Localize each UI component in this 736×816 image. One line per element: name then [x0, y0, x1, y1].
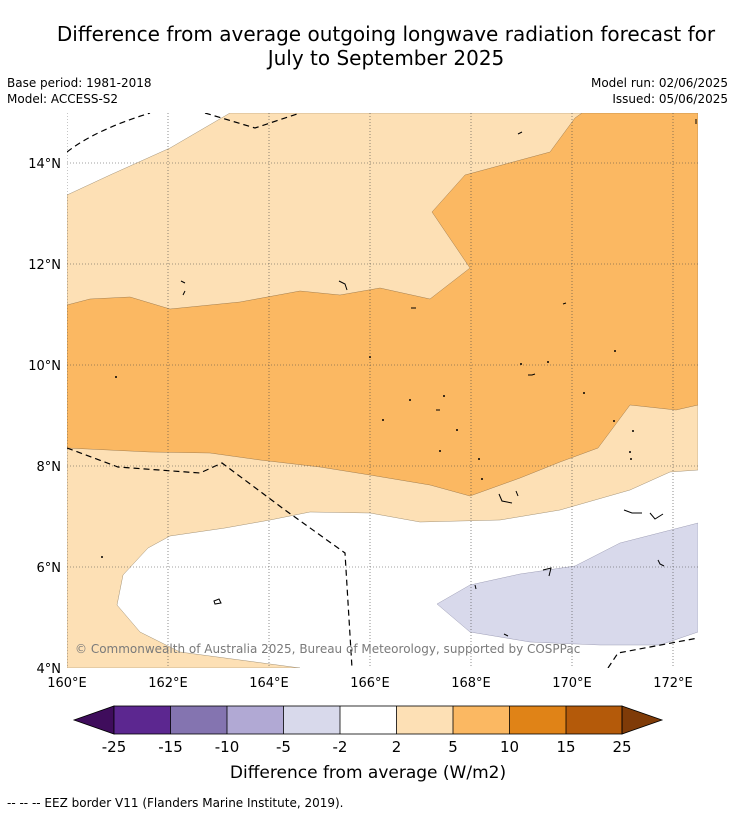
colorbar-ticks: -25 -15 -10 -5 -2 2 5 10 15 25 [102, 738, 632, 756]
graticule [67, 113, 698, 668]
base-period: Base period: 1981-2018 [7, 76, 152, 90]
colorbar-swatch [227, 706, 284, 734]
colorbar-tick: -25 [102, 738, 127, 756]
lon-label: 164°E [249, 676, 289, 691]
atoll-dot [613, 420, 615, 422]
atoll-dot [632, 430, 634, 432]
island [498, 490, 519, 504]
colorbar-swatch [283, 706, 340, 734]
title-line-2: July to September 2025 [267, 46, 505, 70]
colorbar-swatch [453, 706, 510, 734]
islands [180, 119, 697, 637]
atoll-dot [547, 361, 549, 363]
colorbar-dividers [170, 706, 567, 734]
eez-border-southeast [607, 637, 698, 668]
colorbar-tick: -5 [276, 738, 291, 756]
meta-right: Model run: 02/06/2025 Issued: 05/06/2025 [591, 75, 728, 107]
copyright-text: © Commonwealth of Australia 2025, Bureau… [75, 642, 580, 656]
colorbar-max-arrow [621, 705, 664, 735]
map-panel: © Commonwealth of Australia 2025, Bureau… [67, 113, 698, 668]
island [657, 559, 665, 567]
colorbar-swatch [114, 706, 171, 734]
lat-label: 14°N [28, 157, 61, 172]
eez-border-northwest [67, 113, 151, 153]
colorbar-tick: 15 [556, 738, 575, 756]
atoll-dot [520, 363, 522, 365]
atoll-dot [583, 392, 585, 394]
atoll-dot [115, 376, 117, 378]
issued-date: Issued: 05/06/2025 [612, 92, 728, 106]
colorbar-outline [113, 705, 623, 735]
island [528, 373, 536, 376]
colorbar-swatch [396, 706, 453, 734]
eez-legend-note: -- -- -- EEZ border V11 (Flanders Marine… [7, 796, 344, 810]
island [213, 598, 222, 605]
lat-label: 6°N [37, 561, 62, 576]
lat-label: 8°N [37, 460, 62, 475]
lon-axis: 160°E 162°E 164°E 166°E 168°E 170°E 172°… [47, 676, 693, 691]
atoll-dot [382, 419, 384, 421]
atoll-dot [443, 395, 445, 397]
colorbar-tick: -15 [158, 738, 183, 756]
colorbar-tick: 10 [500, 738, 519, 756]
atoll-dot [614, 350, 616, 352]
lat-label: 10°N [28, 359, 61, 374]
atoll-dot [481, 478, 483, 480]
lon-label: 168°E [451, 676, 491, 691]
island [623, 509, 664, 520]
atoll-dot [439, 450, 441, 452]
colorbar-tick: 5 [448, 738, 458, 756]
atoll-dot [456, 429, 458, 431]
lon-label: 170°E [552, 676, 592, 691]
model-name: Model: ACCESS-S2 [7, 92, 119, 106]
model-run: Model run: 02/06/2025 [590, 76, 728, 90]
meta-left: Base period: 1981-2018 Model: ACCESS-S2 [7, 75, 152, 107]
lon-label: 166°E [350, 676, 390, 691]
island [474, 584, 509, 637]
chart-title: Difference from average outgoing longwav… [0, 22, 736, 70]
colorbar-swatch [170, 706, 227, 734]
atoll-dot [629, 451, 631, 453]
lat-label: 4°N [37, 662, 62, 677]
colorbar-label: Difference from average (W/m2) [230, 763, 506, 783]
lon-label: 162°E [148, 676, 188, 691]
contour-moderate-positive [67, 113, 698, 497]
eez-borders [67, 113, 698, 668]
atoll-dot [630, 458, 632, 460]
island [180, 280, 186, 296]
atoll-dot [478, 458, 480, 460]
colorbar-tick: -10 [215, 738, 240, 756]
colorbar-tick: 25 [612, 738, 631, 756]
lat-label: 12°N [28, 258, 61, 273]
island [562, 302, 567, 305]
colorbar-tick: -2 [333, 738, 348, 756]
eez-border-south [67, 447, 353, 668]
atoll-dot [101, 556, 103, 558]
atoll-dot [409, 399, 411, 401]
island [517, 131, 523, 135]
colorbar-swatch [509, 706, 566, 734]
island [338, 280, 348, 291]
atoll-dots [101, 350, 634, 558]
colorbar-min-arrow [72, 705, 115, 735]
colorbar-tick: 2 [392, 738, 402, 756]
contour-slight-negative [436, 522, 698, 646]
island [542, 567, 552, 577]
eez-border-north [204, 113, 301, 129]
lat-axis: 14°N 12°N 10°N 8°N 6°N 4°N [28, 157, 61, 677]
lon-label: 160°E [47, 676, 87, 691]
lon-label: 172°E [653, 676, 693, 691]
colorbar-swatch [566, 706, 622, 734]
title-line-1: Difference from average outgoing longwav… [56, 22, 716, 46]
colorbar: -25 -15 -10 -5 -2 2 5 10 15 25 Differenc… [72, 705, 664, 783]
colorbar-swatch [340, 706, 397, 734]
